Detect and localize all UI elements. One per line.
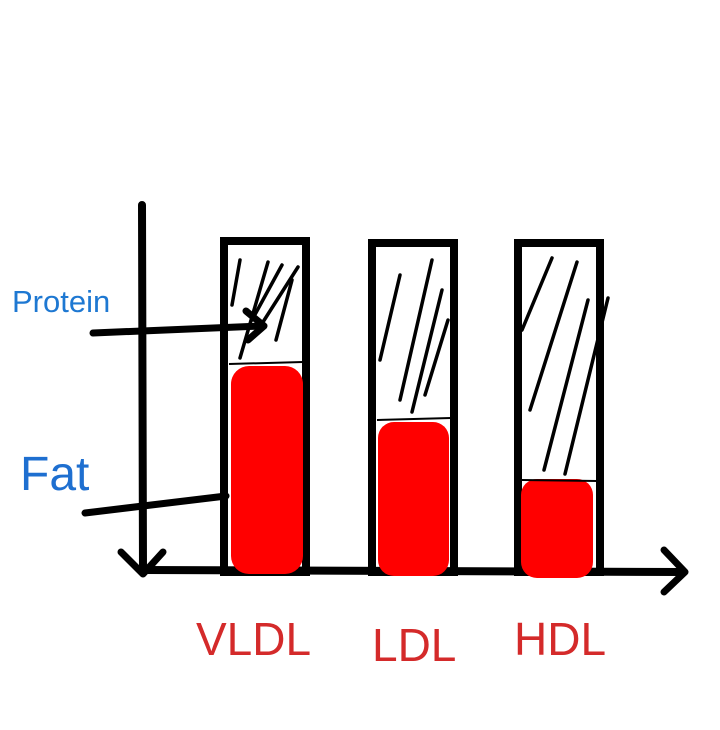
protein-label: Protein [12,284,111,319]
category-label-vldl: VLDL [196,613,312,665]
x-axis-arrowhead [660,546,689,596]
category-label-hdl: HDL [514,613,607,665]
category-label-ldl: LDL [372,619,457,671]
bar-vldl-fat [231,366,303,574]
bar-vldl-protein-hatch [230,258,300,360]
y-axis [138,201,147,576]
bar-ldl [368,239,458,576]
fat-pointer-line [81,492,230,517]
bar-ldl-fat [378,422,449,576]
bar-hdl-fat [521,479,593,578]
protein-pointer-arrow [89,307,268,344]
fat-label: Fat [20,448,90,501]
bar-vldl [220,237,310,576]
bar-hdl-boundary [521,479,598,482]
bar-ldl-protein-hatch [378,258,450,414]
bar-hdl-protein-hatch [520,256,610,476]
bar-hdl [514,239,610,578]
bar-vldl-boundary [228,361,304,365]
bar-ldl-boundary [376,417,452,421]
